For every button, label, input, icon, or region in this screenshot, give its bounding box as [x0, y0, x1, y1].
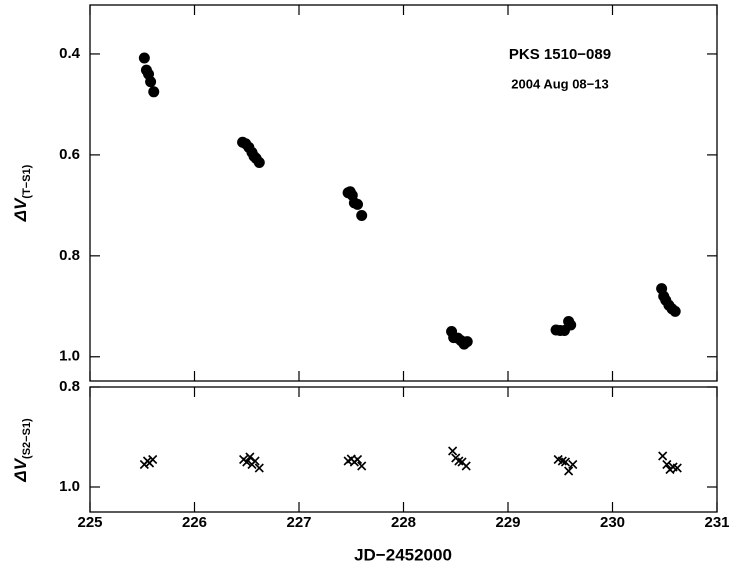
point-marker: [565, 319, 577, 331]
y-tick-label: 0.8: [59, 378, 80, 395]
y-tick-label: 0.6: [59, 146, 80, 163]
cross-marker: [357, 461, 367, 471]
cross-marker: [352, 454, 363, 465]
cross-marker: [250, 456, 260, 466]
cross-marker: [568, 459, 578, 470]
x-tick-label: 227: [286, 514, 311, 531]
point-marker: [669, 305, 681, 317]
cross-marker: [245, 452, 255, 462]
y-axis-label-sub: (S2−S1): [21, 418, 33, 459]
cross-marker: [658, 451, 668, 461]
y-axis-label: ΔV(T−S1): [11, 164, 32, 222]
bottom-panel-frame: [89, 386, 718, 513]
cross-marker: [672, 463, 682, 473]
point-marker: [461, 336, 473, 348]
x-tick-label: 226: [182, 514, 207, 531]
x-tick-label: 229: [495, 514, 520, 531]
y-axis-label-sub: (T−S1): [21, 164, 33, 198]
y-tick-label: 1.0: [59, 478, 80, 495]
cross-marker: [461, 461, 471, 471]
annotation: 2004 Aug 08−13: [511, 76, 608, 91]
top-panel-frame: [89, 4, 718, 382]
point-marker: [138, 52, 150, 64]
point-marker: [356, 209, 368, 221]
cross-marker: [662, 459, 672, 470]
cross-marker: [454, 456, 464, 466]
y-axis-label: ΔV(S2−S1): [11, 418, 32, 483]
point-marker: [145, 76, 157, 88]
cross-marker: [254, 463, 264, 473]
x-tick-label: 228: [391, 514, 416, 531]
cross-marker: [148, 454, 158, 465]
x-tick-label: 225: [77, 514, 102, 531]
cross-marker: [560, 457, 571, 467]
cross-marker: [242, 457, 252, 467]
cross-marker: [448, 446, 458, 456]
y-axis-label-main: ΔV: [11, 457, 30, 482]
cross-marker: [564, 466, 574, 476]
cross-marker: [557, 456, 567, 466]
y-tick-label: 1.0: [59, 348, 80, 365]
y-tick-label: 0.4: [59, 45, 81, 62]
x-axis-label: JD−2452000: [354, 545, 452, 564]
x-tick-label: 231: [704, 514, 729, 531]
y-axis-label-main: ΔV: [11, 197, 30, 222]
x-tick-label: 230: [600, 514, 625, 531]
point-marker: [253, 156, 265, 168]
y-tick-label: 0.8: [59, 247, 80, 264]
point-marker: [148, 86, 160, 98]
point-marker: [352, 198, 364, 210]
annotation: PKS 1510−089: [509, 46, 611, 63]
